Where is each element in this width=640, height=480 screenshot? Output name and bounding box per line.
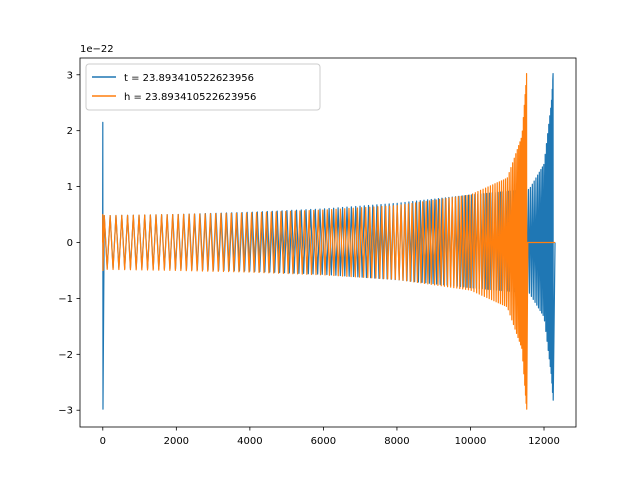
x-tick-label: 8000 (384, 436, 409, 447)
legend-box (85, 63, 321, 111)
series-line-h (102, 73, 556, 410)
y-tick-label: 0 (67, 238, 73, 249)
legend-label: t = 23.893410522623956 (124, 73, 254, 84)
y-tick-label: −1 (58, 294, 73, 305)
x-tick-label: 2000 (164, 436, 189, 447)
y-axis: −3 −2 −1 0 1 2 3 (58, 70, 80, 417)
y-tick-label: −3 (58, 406, 73, 417)
x-axis: 0 2000 4000 6000 8000 10000 12000 (100, 427, 560, 447)
x-tick-label: 10000 (455, 436, 487, 447)
legend: t = 23.893410522623956 h = 23.89341052262… (85, 63, 321, 111)
x-tick-label: 0 (100, 436, 106, 447)
x-tick-label: 4000 (237, 436, 262, 447)
y-tick-label: 2 (67, 126, 73, 137)
x-tick-label: 12000 (528, 436, 560, 447)
legend-label: h = 23.893410522623956 (124, 92, 256, 103)
x-tick-label: 6000 (311, 436, 336, 447)
series-layer (102, 73, 556, 410)
y-tick-label: −2 (58, 350, 73, 361)
y-offset-text: 1e−22 (80, 44, 114, 55)
y-tick-label: 3 (67, 70, 73, 81)
y-tick-label: 1 (67, 182, 73, 193)
